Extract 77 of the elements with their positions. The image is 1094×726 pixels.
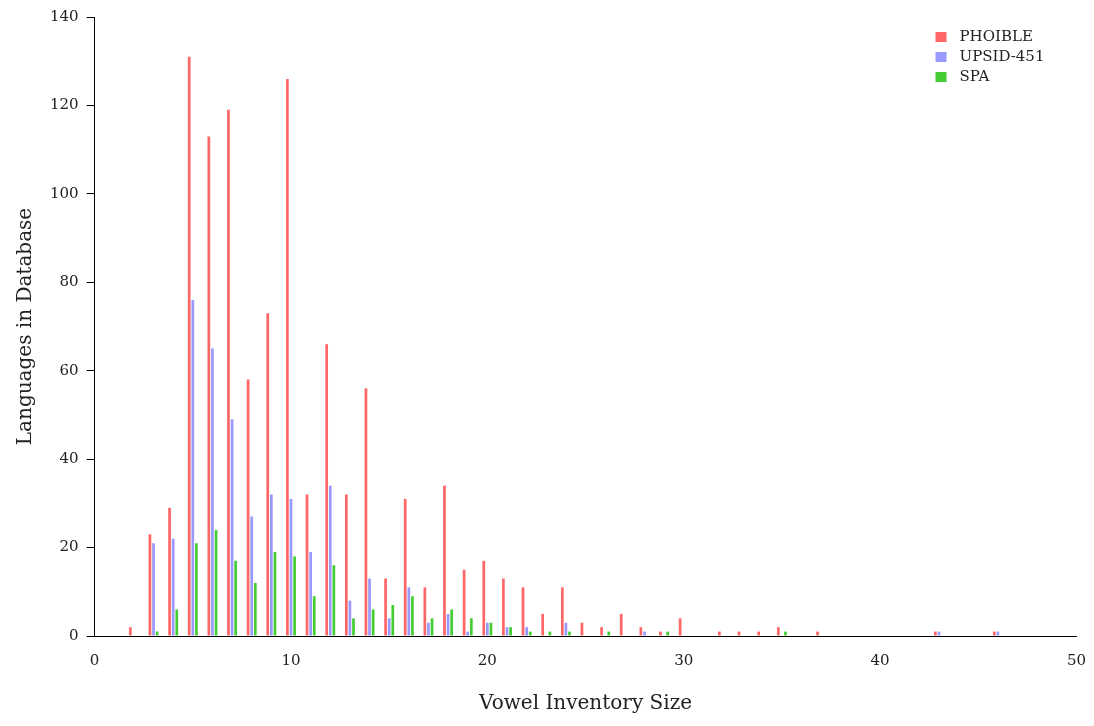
bar — [407, 587, 411, 636]
bar — [643, 631, 646, 636]
y-tick-label: 0 — [69, 625, 79, 644]
bar — [211, 348, 214, 636]
bar — [293, 556, 296, 636]
bar — [784, 631, 787, 636]
x-tick-label: 50 — [1066, 650, 1086, 669]
bar — [411, 596, 414, 636]
bar — [509, 627, 512, 636]
y-tick-label: 40 — [59, 449, 79, 468]
bar — [666, 631, 670, 636]
y-tick-label: 20 — [59, 537, 79, 556]
x-axis-title: Vowel Inventory Size — [478, 690, 692, 715]
bar — [525, 627, 528, 636]
bar — [816, 631, 819, 636]
bar — [443, 485, 446, 636]
bar — [659, 631, 662, 636]
bar — [309, 551, 312, 636]
bar — [344, 494, 348, 636]
bar — [253, 582, 257, 636]
bar — [187, 56, 191, 636]
bar — [191, 299, 195, 636]
bar — [195, 543, 198, 636]
bar — [600, 627, 603, 636]
bar — [560, 587, 564, 636]
bar — [466, 631, 470, 636]
bar — [391, 605, 395, 636]
bar — [568, 631, 571, 636]
y-tick-label: 100 — [49, 183, 79, 202]
y-tick-label: 140 — [49, 6, 79, 25]
y-tick-label: 80 — [59, 272, 79, 291]
bar — [171, 538, 175, 636]
bar — [403, 498, 407, 636]
bar — [227, 109, 230, 636]
bar — [270, 494, 273, 636]
bar — [328, 485, 332, 636]
bar — [607, 631, 611, 636]
bar — [502, 578, 505, 636]
y-tick-label: 60 — [59, 360, 79, 379]
bar — [352, 618, 355, 636]
bar — [312, 596, 316, 636]
x-tick-label: 30 — [674, 650, 694, 669]
bar — [486, 622, 489, 636]
bar — [128, 627, 132, 636]
bar — [175, 609, 179, 636]
bar — [427, 622, 430, 636]
y-tick-label: 120 — [49, 95, 79, 114]
bar — [619, 613, 623, 636]
bar — [384, 578, 387, 636]
bar — [207, 136, 211, 636]
bar — [541, 613, 545, 636]
bar — [325, 344, 329, 636]
bar — [469, 618, 473, 636]
bar — [992, 631, 996, 636]
x-tick-label: 20 — [477, 650, 497, 669]
bar — [934, 631, 937, 636]
x-tick-label: 40 — [870, 650, 890, 669]
bar — [250, 516, 254, 636]
x-tick-label: 0 — [89, 650, 100, 669]
bar — [168, 507, 171, 636]
bar — [757, 631, 761, 636]
x-tick-label: 10 — [281, 650, 301, 669]
legend-label: SPA — [959, 66, 990, 85]
bar — [718, 631, 721, 636]
bar — [387, 618, 391, 636]
bar — [152, 543, 155, 636]
legend-label: UPSID-451 — [959, 46, 1045, 65]
y-axis-title: Languages in Database — [12, 207, 37, 446]
bar — [528, 631, 532, 636]
bar — [286, 78, 289, 636]
bar — [450, 609, 454, 636]
bar — [368, 578, 371, 636]
bar — [234, 560, 238, 636]
bar — [776, 627, 780, 636]
bar — [482, 560, 486, 636]
bar — [266, 313, 270, 636]
legend-label: PHOIBLE — [959, 26, 1033, 45]
